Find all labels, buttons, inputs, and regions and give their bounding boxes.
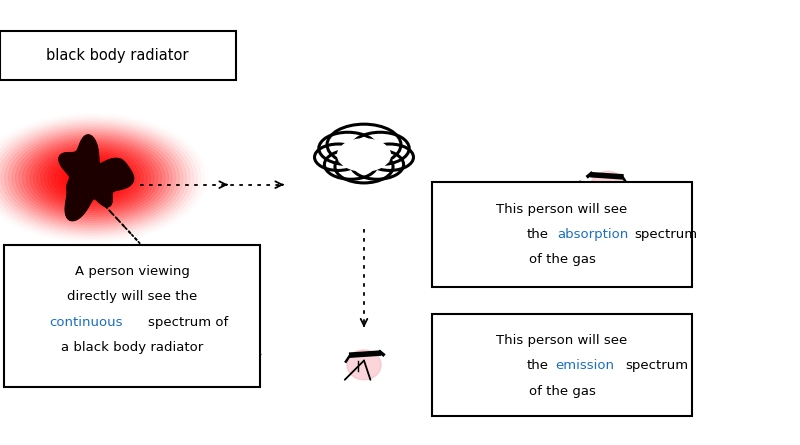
FancyBboxPatch shape [432, 182, 692, 287]
Circle shape [0, 125, 186, 231]
Circle shape [5, 129, 179, 227]
Circle shape [30, 143, 154, 213]
Circle shape [351, 150, 404, 179]
Text: This person will see: This person will see [496, 202, 628, 216]
Text: the: the [527, 228, 549, 241]
Text: continuous: continuous [49, 316, 122, 329]
FancyBboxPatch shape [432, 314, 692, 416]
Circle shape [351, 132, 409, 165]
Circle shape [77, 169, 107, 187]
Ellipse shape [590, 171, 626, 202]
Text: the: the [527, 359, 549, 372]
Circle shape [8, 131, 176, 225]
Circle shape [15, 135, 169, 221]
Circle shape [26, 142, 158, 214]
Circle shape [12, 134, 172, 222]
Circle shape [44, 151, 140, 205]
Circle shape [335, 150, 393, 183]
Circle shape [62, 162, 122, 194]
Circle shape [51, 155, 133, 201]
Text: emission: emission [555, 359, 614, 372]
Circle shape [41, 150, 143, 206]
Circle shape [1, 127, 183, 229]
Circle shape [55, 158, 129, 198]
Circle shape [324, 150, 377, 179]
Circle shape [34, 146, 150, 210]
Ellipse shape [338, 139, 390, 171]
Text: black body radiator: black body radiator [46, 48, 189, 63]
Circle shape [327, 124, 401, 165]
Text: spectrum of: spectrum of [148, 316, 228, 329]
Circle shape [37, 147, 147, 209]
Text: spectrum: spectrum [634, 228, 698, 241]
Circle shape [58, 159, 126, 197]
Text: directly will see the: directly will see the [67, 290, 197, 303]
Circle shape [66, 163, 118, 193]
Circle shape [319, 132, 377, 165]
Text: absorption: absorption [557, 228, 628, 241]
Circle shape [314, 144, 362, 170]
Circle shape [22, 139, 162, 217]
Circle shape [48, 154, 136, 202]
Text: spectrum: spectrum [625, 359, 688, 372]
Circle shape [19, 138, 165, 218]
Circle shape [366, 144, 414, 170]
Text: of the gas: of the gas [529, 384, 595, 398]
Circle shape [73, 167, 111, 189]
Text: This person will see: This person will see [496, 334, 628, 347]
Text: A person viewing: A person viewing [74, 265, 190, 278]
Text: a black body radiator: a black body radiator [61, 341, 203, 354]
Ellipse shape [347, 350, 381, 380]
Text: of the gas: of the gas [529, 253, 595, 267]
Circle shape [70, 166, 114, 190]
Polygon shape [59, 135, 134, 221]
FancyBboxPatch shape [4, 245, 260, 387]
FancyBboxPatch shape [0, 31, 236, 80]
Ellipse shape [223, 350, 257, 380]
